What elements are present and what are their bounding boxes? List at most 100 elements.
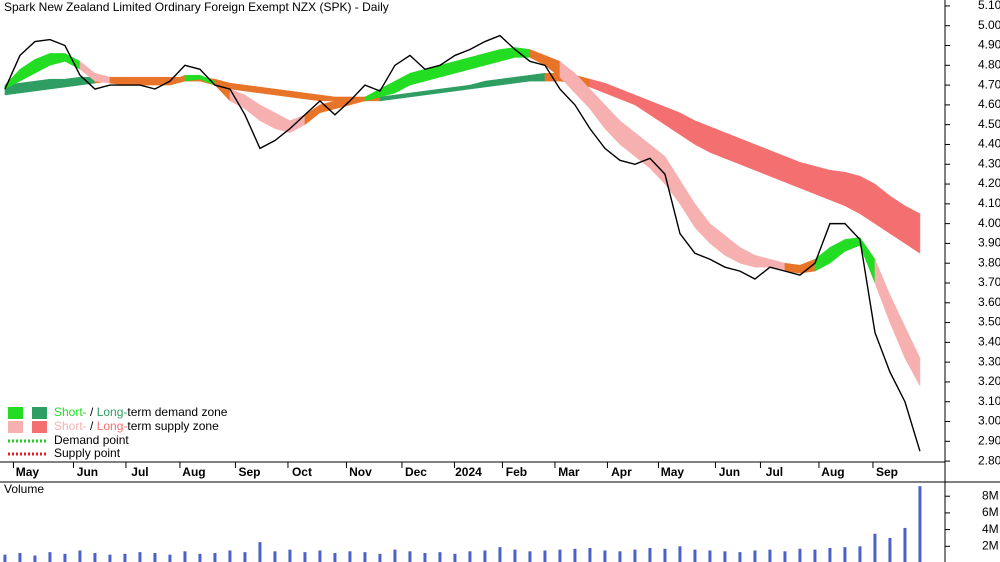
volume-bar [243,552,247,562]
zone-band [289,90,306,100]
x-tick-label: Nov [349,465,372,479]
zone-band [754,254,771,268]
zone-band [19,80,36,94]
zone-band [94,72,111,84]
zone-band [769,150,786,183]
y-tick-label: 4.80 [978,57,1000,71]
zone-band [739,138,756,171]
zone-band [709,223,726,256]
y-tick-label: 4.10 [978,196,1000,210]
zone-band [649,143,666,185]
zone-band [439,86,456,94]
zone-band [244,94,261,122]
legend-text: term demand zone [127,405,227,419]
zone-band [754,144,771,177]
volume-bar [663,548,667,562]
x-tick-label: Oct [292,465,312,479]
volume-bar [18,552,22,562]
volume-bar [423,552,427,562]
zone-band [454,57,471,74]
y-tick-label: 3.70 [978,275,1000,289]
zone-band [64,76,81,88]
volume-bar [213,552,217,562]
legend-text: Long- [97,405,128,419]
zone-band [394,72,411,94]
x-tick-label: Apr [611,465,632,479]
zone-band [679,179,696,229]
zone-band [529,72,546,82]
zone-band [19,58,36,82]
x-tick-label: Sep [238,465,260,479]
volume-bar [108,554,112,562]
zone-band [829,169,846,207]
volume-bar [33,555,37,562]
volume-bar [48,552,52,562]
zone-band [34,78,51,92]
legend-text: Long- [97,419,128,433]
volume-bar [888,537,892,562]
volume-bar [348,551,352,562]
zone-band [814,165,831,201]
zone-band [724,132,741,165]
volume-bar [708,550,712,562]
zone-band [499,47,516,62]
y-tick-label: 3.00 [978,414,1000,428]
zone-band [589,88,606,130]
zone-band [799,161,816,195]
volume-bar [723,551,727,562]
zone-band [424,88,441,96]
zone-band [604,104,621,146]
volume-tick-label: 4M [982,522,999,536]
y-tick-label: 4.50 [978,117,1000,131]
zone-band [319,94,336,102]
legend-label: Demand point [54,433,129,447]
x-tick-label: Mar [558,465,580,479]
y-tick-label: 3.90 [978,236,1000,250]
zone-band [859,236,876,284]
volume-bar [813,549,817,562]
zone-band [709,126,726,159]
zone-band [874,259,891,323]
zone-band [379,80,396,98]
zone-band [874,183,891,234]
zone-band [484,78,501,88]
volume-bar [363,552,367,562]
volume-bar [318,550,322,562]
zone-band [409,90,426,98]
zone-band [784,155,801,189]
zone-band [889,294,906,359]
volume-bar [438,552,442,562]
zone-band [724,234,741,264]
zone-band [469,53,486,70]
volume-bar [543,550,547,562]
zone-band [469,80,486,90]
legend-swatch [32,421,47,433]
volume-bar [858,546,862,562]
x-tick-label: Jun [719,465,740,479]
volume-bar [138,552,142,562]
volume-bar [168,554,172,562]
volume-bar [783,551,787,562]
zone-band [154,76,171,82]
x-tick-label: Feb [506,465,527,479]
zone-band [259,104,276,130]
zone-band [679,112,696,145]
volume-bar [828,547,832,562]
y-tick-label: 3.50 [978,315,1000,329]
volume-tick-label: 2M [982,538,999,552]
zone-band [124,78,141,86]
legend-text: Short- [54,419,87,433]
volume-bar [513,549,517,562]
volume-tick-label: 8M [982,488,999,502]
y-tick-label: 2.80 [978,453,1000,467]
zone-band [889,195,906,244]
volume-bar [918,486,922,562]
zone-band [694,120,711,153]
y-tick-label: 2.90 [978,433,1000,447]
volume-bar [873,533,877,562]
zone-band [844,237,861,252]
volume-bar [333,552,337,562]
volume-bar [198,553,202,562]
zone-band [634,94,651,116]
